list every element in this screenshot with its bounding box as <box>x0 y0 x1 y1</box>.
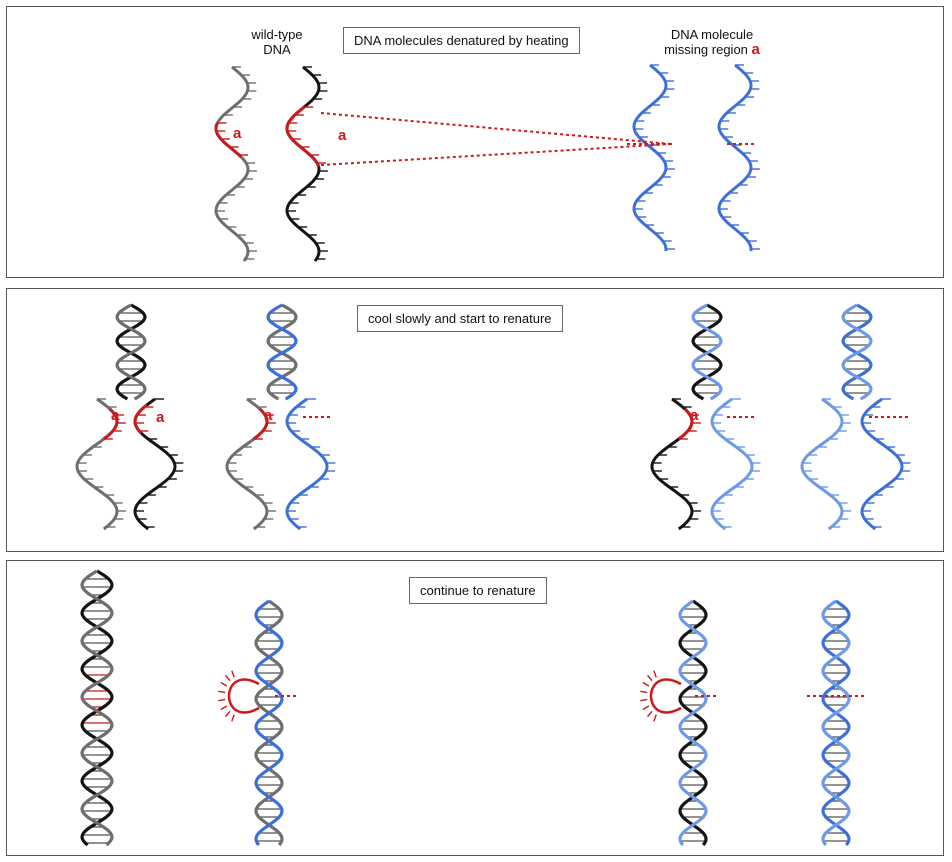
heteroduplex-loop-2-base <box>642 681 650 687</box>
heteroduplex-loop-2-base <box>646 710 653 718</box>
heteroduplex-loop-1-base <box>224 674 231 682</box>
heteroduplex-loop-2-base <box>642 705 650 711</box>
pair-3-black-tail-region-a <box>677 407 694 441</box>
duplex-hetero-2-strand-2 <box>678 599 708 846</box>
duplex-wildtype-strand-1 <box>80 569 114 847</box>
wildtype-label-line2: DNA <box>263 42 291 57</box>
heteroduplex-loop-2-base <box>653 670 657 678</box>
heteroduplex-loop-1-base <box>218 698 226 702</box>
heteroduplex-loop-1-base <box>220 681 228 687</box>
panel2-strands <box>75 303 911 531</box>
pair-4-top-strand-1 <box>841 303 873 401</box>
pair-4-top-strand-2 <box>841 303 873 401</box>
pair-4-blue-tail-2 <box>860 397 904 531</box>
mutant-label-line2: missing region <box>664 42 748 57</box>
panel1-caption: DNA molecules denatured by heating <box>343 27 580 54</box>
duplex-hetero-1-strand-2 <box>254 599 284 846</box>
pair-3-top-strand-2 <box>691 303 723 401</box>
pair-1-top-strand-2 <box>115 303 147 401</box>
pair-4-blue-tail <box>800 397 844 531</box>
wildtype-strand-gray <box>214 65 250 262</box>
duplex-hetero-2-strand-1 <box>678 599 708 846</box>
wildtype-label-line1: wild-type <box>251 27 303 42</box>
mutant-strand-2 <box>717 63 753 252</box>
duplex-mutant-strand-1 <box>821 599 851 846</box>
mutant-strand-1 <box>632 63 668 252</box>
projection-line-bottom <box>320 143 672 166</box>
heteroduplex-loop-2 <box>649 678 682 714</box>
heteroduplex-loop-1-base <box>231 714 235 722</box>
heteroduplex-loop-1 <box>227 678 260 714</box>
panel1-drawing <box>214 63 760 262</box>
missing-region-letter: a <box>751 41 760 58</box>
heteroduplex-loop-2-base <box>646 674 653 682</box>
wildtype-strand-black-region-a <box>285 105 321 168</box>
panel2-drawing <box>75 303 911 531</box>
panel-renature-start: cool slowly and start to renature a a a … <box>6 288 944 552</box>
pair-1-black-tail-region-a <box>133 403 148 435</box>
duplex-hetero-1-strand-1 <box>254 599 284 846</box>
panel-renature-continue: continue to renature <box>6 560 944 856</box>
duplex-wildtype-strand-2 <box>80 569 114 847</box>
panel1-strands <box>214 63 760 262</box>
wildtype-strand-black <box>285 65 321 262</box>
pair-1-top-strand-1 <box>115 303 147 401</box>
panel3-caption: continue to renature <box>409 577 547 604</box>
panel2-caption: cool slowly and start to renature <box>357 305 563 332</box>
panel-denatured: DNA molecules denatured by heating wild-… <box>6 6 944 278</box>
pair-3-blue-tail <box>710 397 754 531</box>
pair-2-blue-tail <box>285 397 329 531</box>
projection-line-top <box>320 112 672 145</box>
heteroduplex-loop-1-base <box>218 690 226 694</box>
heteroduplex-loop-1-base <box>231 670 235 678</box>
pair-3-black-tail <box>650 397 694 531</box>
panel3-strands <box>80 569 851 847</box>
pair-2-gray-tail-region-a <box>252 407 269 441</box>
heteroduplex-loop-2-base <box>653 714 657 722</box>
region-a-label-left: a <box>233 125 242 142</box>
pair-2-top-strand-1 <box>266 303 298 401</box>
mutant-label-line1: DNA molecule <box>670 27 754 42</box>
pair-1-black-tail <box>133 397 177 531</box>
pair-1-gray-tail <box>75 397 119 531</box>
wildtype-label: wild-type DNA <box>237 27 317 57</box>
pair-2-top-strand-2 <box>266 303 298 401</box>
pair-2-gray-tail <box>225 397 269 531</box>
pair-3-top-strand-1 <box>691 303 723 401</box>
heteroduplex-loop-2-base <box>640 690 648 694</box>
region-a-label-2: a <box>156 409 165 426</box>
duplex-mutant-strand-2 <box>821 599 851 846</box>
panel3-drawing <box>80 569 865 847</box>
heteroduplex-loop-1-base <box>220 705 228 711</box>
wildtype-strand-gray-region-a <box>214 122 243 159</box>
heteroduplex-loop-1-base <box>224 710 231 718</box>
mutant-label: DNA molecule missing region a <box>657 27 767 57</box>
pair-1-gray-tail-region-a <box>102 407 119 441</box>
heteroduplex-loop-2-base <box>640 698 648 702</box>
region-a-label-right: a <box>338 127 347 144</box>
